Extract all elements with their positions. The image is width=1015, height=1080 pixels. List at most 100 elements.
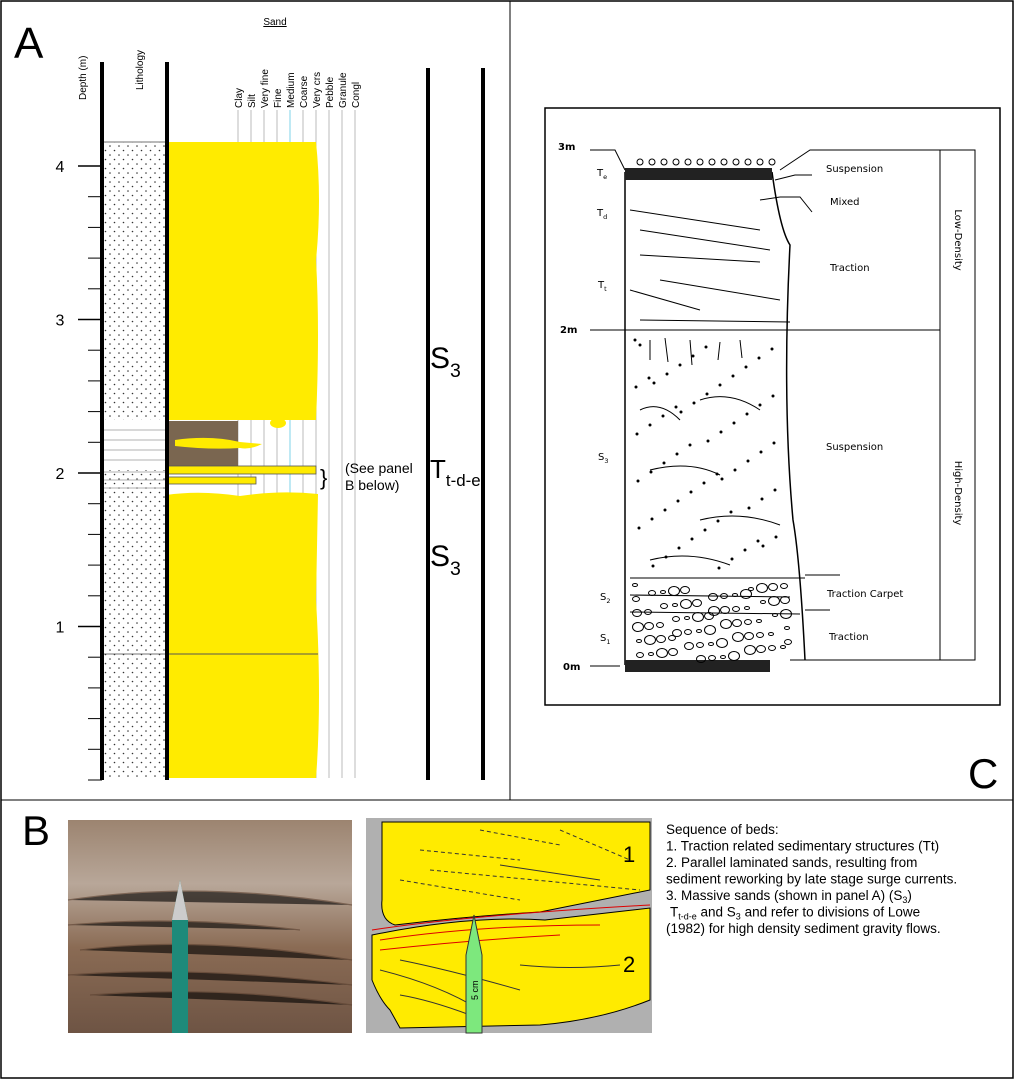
grain <box>635 386 637 388</box>
grain-size: Congl <box>351 82 362 108</box>
grain <box>692 355 694 357</box>
grain <box>651 518 653 520</box>
outcrop-photo <box>68 820 352 1033</box>
caption-sub: t-d-e <box>678 912 697 922</box>
process-label: Suspension <box>826 164 883 175</box>
process-label: Traction <box>829 263 870 274</box>
grain <box>775 536 777 538</box>
caption-text: (1982) for high density sediment gravity… <box>666 921 941 936</box>
grain <box>731 558 733 560</box>
grain <box>676 453 678 455</box>
grain <box>637 480 639 482</box>
grain <box>663 462 665 464</box>
caption-text: and refer to divisions of Lowe <box>741 905 920 920</box>
grain <box>675 406 677 408</box>
caption-text: Sequence of beds: <box>666 822 779 837</box>
grain <box>716 473 718 475</box>
grain <box>664 509 666 511</box>
label-sub: 1 <box>606 638 610 646</box>
caption-text: 3. Massive sands (shown in panel A) (S <box>666 888 902 903</box>
grain <box>649 424 651 426</box>
grain <box>746 413 748 415</box>
grain <box>636 433 638 435</box>
grain <box>653 382 655 384</box>
sand-bed <box>166 492 319 778</box>
process-label: Traction <box>828 632 869 643</box>
caption-text: sediment reworking by late stage surge c… <box>666 872 957 887</box>
bed-label: 2 <box>623 952 635 977</box>
unit-label: S3 <box>430 342 461 382</box>
depth-label: 0m <box>563 662 580 673</box>
caption-line: Sequence of beds: <box>666 822 779 837</box>
grain <box>774 489 776 491</box>
depth-label: 3m <box>558 142 575 153</box>
column-header: Depth (m) <box>78 56 89 100</box>
mud-cap <box>625 168 772 180</box>
brace: } <box>320 465 327 490</box>
grain <box>745 366 747 368</box>
grain <box>772 395 774 397</box>
sand-lens <box>175 438 262 449</box>
flow-label: High-Density <box>952 461 963 526</box>
grain <box>760 451 762 453</box>
caption-line: 3. Massive sands (shown in panel A) (S3) <box>666 888 912 905</box>
grain <box>705 346 707 348</box>
label-sub: 3 <box>450 558 461 580</box>
grain-size: Silt <box>247 94 258 108</box>
scale-label: 5 cm <box>470 980 480 1000</box>
label-main: S <box>430 342 450 375</box>
tick-label: 1 <box>56 620 65 637</box>
grain-size: Medium <box>286 72 297 108</box>
grain <box>762 545 764 547</box>
grain-size: Clay <box>234 88 245 108</box>
grain <box>719 384 721 386</box>
caption-line: sediment reworking by late stage surge c… <box>666 872 957 887</box>
process-label: Suspension <box>826 442 883 453</box>
tick-label: 2 <box>56 466 65 483</box>
grain <box>747 460 749 462</box>
label-sub: e <box>603 173 607 181</box>
caption-text: and S <box>697 905 736 920</box>
grain-size: Fine <box>273 88 284 108</box>
label-sub: 3 <box>604 457 608 465</box>
bed-label: 1 <box>623 842 635 867</box>
label-main: T <box>430 454 446 484</box>
grain <box>759 404 761 406</box>
grain <box>689 444 691 446</box>
column-header: Lithology <box>135 50 146 90</box>
grain <box>720 431 722 433</box>
label-sub: t-d-e <box>446 471 481 490</box>
caption-text: T <box>670 905 678 920</box>
label-sub: 2 <box>606 597 610 605</box>
grain-size: Pebble <box>325 76 336 108</box>
unit-label: S3 <box>430 540 461 580</box>
grain <box>677 500 679 502</box>
grain <box>638 527 640 529</box>
panel-label: A <box>14 19 44 68</box>
grain <box>706 393 708 395</box>
grain <box>648 377 650 379</box>
process-label: Mixed <box>830 197 860 208</box>
grain <box>678 547 680 549</box>
grain <box>734 469 736 471</box>
caption-text: 1. Traction related sedimentary structur… <box>666 839 939 854</box>
label-sub: d <box>603 213 607 221</box>
tick-label: 3 <box>56 313 65 330</box>
grain <box>758 357 760 359</box>
note: (See panel <box>345 460 413 476</box>
grain <box>721 478 723 480</box>
caption-text: 2. Parallel laminated sands, resulting f… <box>666 855 917 870</box>
caption-line: 2. Parallel laminated sands, resulting f… <box>666 855 917 870</box>
panel-label: C <box>968 750 998 797</box>
grain <box>744 549 746 551</box>
flow-label: Low-Density <box>952 209 963 270</box>
caption-line: (1982) for high density sediment gravity… <box>666 921 941 936</box>
grain <box>679 364 681 366</box>
process-label: Traction Carpet <box>826 589 903 600</box>
label-main: S <box>430 540 450 573</box>
grain <box>761 498 763 500</box>
caption-text: ) <box>907 888 912 903</box>
grain-size: Coarse <box>299 75 310 108</box>
grain <box>652 565 654 567</box>
grain <box>650 471 652 473</box>
